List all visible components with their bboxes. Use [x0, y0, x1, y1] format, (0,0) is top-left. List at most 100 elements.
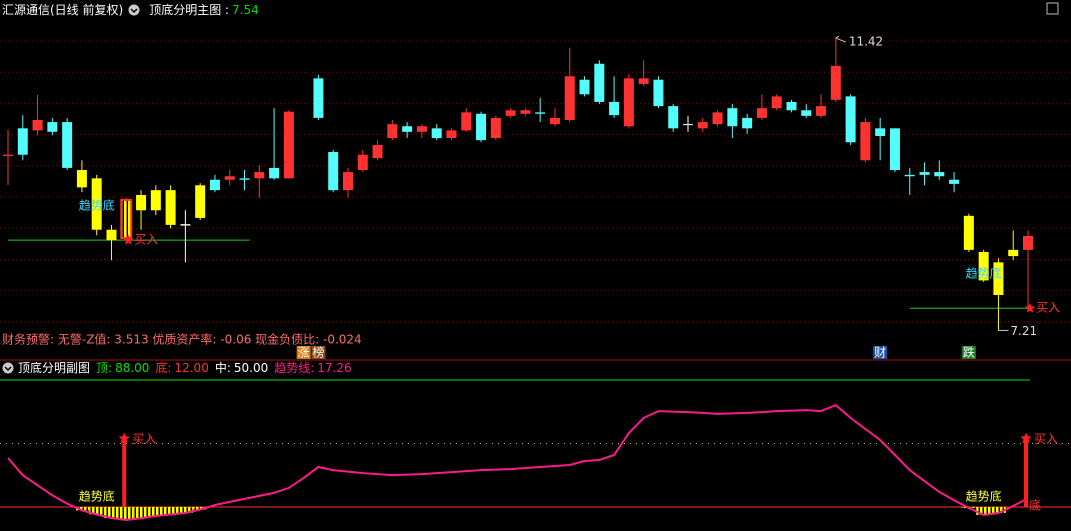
bottom-bar — [74, 506, 90, 511]
candle-body — [17, 128, 28, 155]
level-value: 88.00 — [115, 361, 149, 375]
bottom-bar — [104, 506, 119, 518]
bottom-bar — [118, 506, 134, 520]
candle-body — [239, 178, 250, 180]
candle-body — [76, 170, 87, 188]
candle-body — [402, 126, 413, 132]
candle-body — [816, 106, 827, 116]
level-name: 底: — [155, 360, 171, 375]
level-value: 50.00 — [234, 361, 268, 375]
candle-body — [47, 122, 58, 132]
candle-body — [505, 110, 516, 116]
candle-body — [801, 110, 812, 116]
candle-body — [683, 124, 693, 126]
buy-label: 买入 — [1036, 301, 1060, 315]
trend-bottom-label: 趋势底 — [966, 488, 1002, 503]
candle-body — [697, 122, 708, 129]
candle-body — [727, 108, 738, 127]
candle-body — [564, 76, 575, 120]
candle-body — [209, 179, 220, 191]
low-label: 7.21 — [1010, 324, 1037, 338]
candle-body — [771, 96, 782, 109]
bottom-tag: 底 — [1029, 497, 1041, 512]
candle-body — [150, 190, 161, 211]
candle-body — [653, 79, 664, 107]
candle-body — [62, 122, 73, 168]
event-badge — [296, 346, 311, 359]
series-name: 趋势线: — [274, 361, 314, 375]
event-label: 榜 — [312, 345, 324, 360]
bottom-bar — [991, 506, 1006, 513]
high-label: 11.42 — [849, 35, 883, 49]
candle-body — [136, 195, 147, 211]
sub-menu-icon[interactable] — [2, 362, 14, 374]
candle-body — [535, 112, 546, 114]
buy-bar — [122, 438, 127, 507]
stock-title: 汇源通信(日线 前复权) — [2, 2, 123, 17]
candle-body — [756, 108, 767, 118]
candle-body — [120, 198, 133, 240]
event-label: 涨 — [298, 345, 310, 360]
candle-body — [742, 117, 753, 129]
bottom-bar — [133, 506, 149, 519]
series-value: 17.26 — [317, 361, 351, 375]
trend-bottom-label: 趋势底 — [79, 198, 115, 213]
buy-star — [1024, 302, 1036, 313]
level-value: 12.00 — [174, 361, 208, 375]
candle-body — [949, 179, 960, 184]
sub-header: 顶底分明副图 顶: 88.00 底: 12.00 中: 50.00 趋势线: 17.26 — [18, 360, 352, 375]
candle-body — [387, 124, 398, 139]
candle-body — [461, 112, 472, 131]
indicator-name: 顶底分明主图 : — [149, 2, 229, 17]
candle-body — [638, 78, 649, 84]
high-pointer — [835, 35, 847, 43]
candle-body — [579, 79, 590, 95]
bottom-bar — [192, 506, 208, 510]
candle-body — [963, 215, 974, 250]
level-name: 顶: — [96, 361, 112, 375]
event-label: 财 — [874, 346, 886, 360]
candle-body — [269, 167, 280, 179]
candle-body — [431, 128, 442, 139]
candle-body — [91, 178, 102, 230]
candle-body — [180, 224, 191, 226]
candle-body — [1008, 249, 1019, 257]
trend-bottom-label: 趋势底 — [79, 488, 115, 503]
bottom-bar — [163, 506, 178, 515]
buy-star — [118, 432, 130, 444]
candle-body — [889, 128, 900, 170]
candle-body — [283, 111, 294, 179]
finance-note: 财务预警: 无警-Z值: 3.513 优质资产率: -0.06 现金负债比: -… — [2, 332, 362, 347]
candle-body — [224, 176, 235, 180]
candle-body — [165, 190, 176, 225]
candle-body — [1023, 235, 1033, 250]
sub-title: 顶底分明副图 — [18, 360, 90, 375]
bottom-bar — [148, 506, 164, 516]
candle-body — [786, 101, 797, 111]
candle-body — [32, 120, 43, 131]
candle-body — [875, 128, 886, 136]
candle-body — [254, 172, 265, 179]
candle-body — [416, 126, 427, 132]
candle-body — [3, 154, 13, 157]
event-label: 跌 — [963, 345, 975, 360]
candle-body — [313, 78, 324, 118]
window-icon[interactable] — [1046, 2, 1059, 15]
main-menu-icon[interactable] — [128, 4, 140, 16]
candle-body — [490, 117, 501, 139]
buy-star — [123, 234, 134, 245]
candle-body — [904, 174, 915, 177]
main-header: 汇源通信(日线 前复权) 顶底分明主图 :7.54 — [2, 2, 259, 17]
candle-body — [623, 78, 634, 127]
trend-line — [7, 403, 1029, 522]
candle-body — [978, 251, 989, 281]
buy-bar — [1024, 438, 1028, 507]
candle-body — [343, 172, 353, 191]
buy-label: 买入 — [134, 233, 158, 247]
candle-body — [934, 172, 945, 177]
candle-body — [446, 130, 457, 139]
candle-body — [549, 117, 560, 125]
event-badge — [873, 346, 888, 359]
